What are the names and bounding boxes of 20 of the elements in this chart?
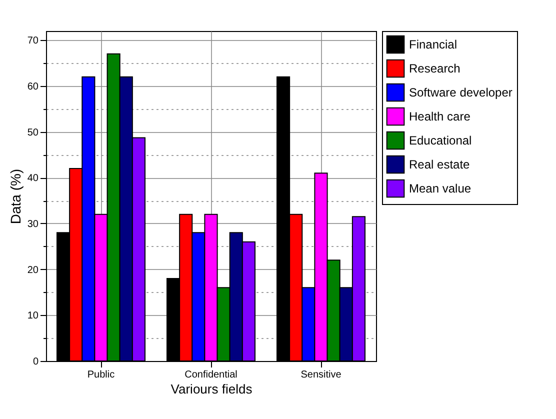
legend-label: Software developer [409,86,512,100]
legend-label: Mean value [409,182,472,196]
y-tick-label: 10 [27,310,39,322]
legend-label: Health care [409,110,471,124]
legend-label: Real estate [409,158,470,172]
y-axis-title: Data (%) [7,168,24,224]
legend-label: Educational [409,134,472,148]
x-tick-label: Sensitive [300,370,342,380]
x-tick-label: Confidential [184,370,238,380]
y-tick-label: 0 [32,356,39,368]
x-tick-label: Public [87,370,115,380]
y-tick-label: 20 [27,264,39,276]
y-tick-label: 70 [27,36,39,47]
y-tick-label: 60 [27,82,39,92]
legend-label: Financial [409,38,458,52]
y-tick-label: 40 [27,173,39,184]
y-tick-label: 30 [27,219,39,230]
y-tick-label: 50 [27,127,39,138]
x-axis-title: Variours fields [170,382,253,396]
legend-label: Research [409,62,460,76]
